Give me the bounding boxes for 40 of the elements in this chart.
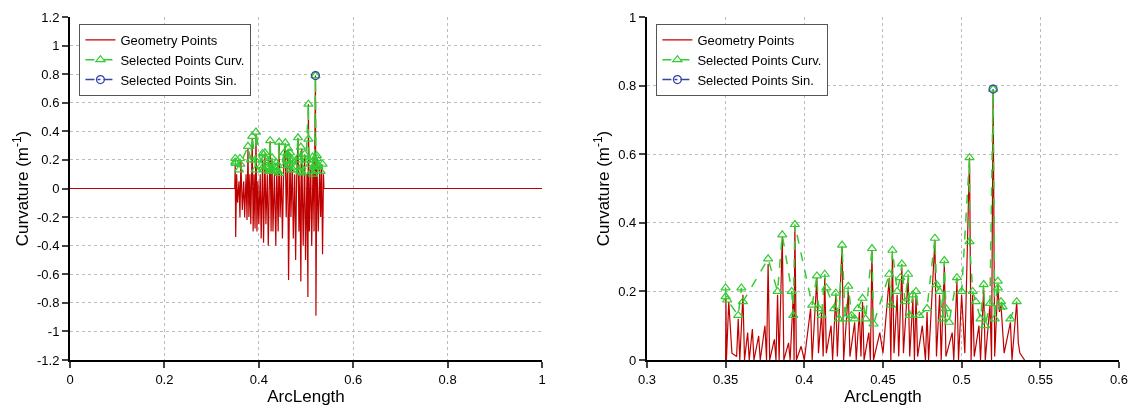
y-tick-label: 0.6 bbox=[41, 95, 60, 111]
x-tick-label: 0.55 bbox=[1027, 371, 1053, 387]
x-axis-title: ArcLength bbox=[267, 386, 345, 406]
y-tick-label: -1 bbox=[47, 323, 60, 339]
x-axis-title: ArcLength bbox=[844, 386, 922, 406]
y-tick-label: 0 bbox=[52, 181, 60, 197]
y-tick-label: -0.2 bbox=[36, 209, 60, 225]
y-tick-label: -0.4 bbox=[36, 238, 60, 254]
x-tick-label: 0.45 bbox=[870, 371, 896, 387]
legend-label: Selected Points Sin. bbox=[697, 72, 814, 88]
x-tick-label: 0 bbox=[66, 371, 74, 387]
legend-label: Selected Points Curv. bbox=[120, 52, 245, 68]
y-tick-label: 1 bbox=[629, 9, 637, 25]
y-tick-label: 1.2 bbox=[41, 9, 60, 25]
y-tick-label: 0.2 bbox=[618, 283, 637, 299]
x-tick-label: 0.4 bbox=[249, 371, 268, 387]
y-tick-label: 0.8 bbox=[618, 78, 637, 94]
y-tick-label: 0 bbox=[629, 352, 637, 368]
y-tick-label: 1 bbox=[52, 38, 60, 54]
legend-label: Selected Points Curv. bbox=[697, 52, 822, 68]
y-tick-label: -1.2 bbox=[36, 352, 60, 368]
legend-label: Geometry Points bbox=[120, 32, 218, 48]
y-tick-label: 0.6 bbox=[618, 146, 637, 162]
legend-label: Selected Points Sin. bbox=[120, 72, 237, 88]
y-tick-label: -0.8 bbox=[36, 295, 60, 311]
x-tick-label: 0.5 bbox=[952, 371, 971, 387]
x-tick-label: 0.35 bbox=[712, 371, 739, 387]
y-tick-label: 0.4 bbox=[41, 123, 60, 139]
x-tick-label: 0.8 bbox=[438, 371, 457, 387]
y-tick-label: -0.6 bbox=[36, 266, 60, 282]
legend-label: Geometry Points bbox=[697, 32, 795, 48]
y-tick-label: 0.2 bbox=[41, 152, 60, 168]
y-tick-label: 0.4 bbox=[618, 215, 637, 231]
x-tick-label: 0.3 bbox=[637, 371, 656, 387]
x-tick-label: 0.6 bbox=[1109, 371, 1129, 387]
y-tick-label: 0.8 bbox=[41, 66, 60, 82]
x-tick-label: 0.4 bbox=[795, 371, 814, 387]
x-tick-label: 1 bbox=[538, 371, 546, 387]
x-tick-label: 0.6 bbox=[344, 371, 363, 387]
x-tick-label: 0.2 bbox=[155, 371, 174, 387]
